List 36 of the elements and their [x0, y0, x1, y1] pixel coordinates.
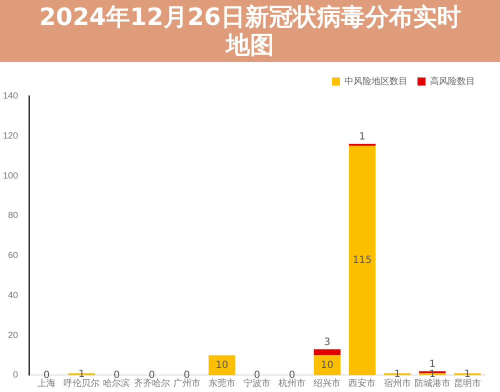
x-tick-label: 哈尔滨 — [103, 378, 130, 388]
x-tick-label: 宁波市 — [244, 378, 271, 388]
data-label: 10 — [216, 360, 228, 371]
bar — [314, 349, 340, 356]
y-tick-label: 120 — [2, 130, 18, 140]
chart-title: 2024年12月26日新冠状病毒分布实时地图 — [0, 0, 500, 62]
y-tick-label: 140 — [2, 90, 18, 100]
x-tick-label: 绍兴市 — [314, 378, 341, 388]
y-tick-label: 0 — [13, 370, 18, 380]
x-tick-label: 宿州市 — [384, 378, 411, 388]
x-tick-label: 东莞市 — [208, 378, 236, 388]
y-tick-label: 100 — [2, 170, 18, 180]
data-label: 0 — [148, 370, 155, 381]
x-tick-label: 呼伦贝尔 — [64, 378, 100, 388]
y-tick-label: 20 — [8, 330, 18, 340]
x-tick-label: 昆明市 — [454, 378, 481, 388]
bar — [208, 355, 236, 376]
data-label: 115 — [352, 255, 372, 266]
data-label: 1 — [429, 368, 436, 380]
data-label: 0 — [43, 370, 50, 381]
x-tick-label: 西安市 — [348, 378, 376, 388]
x-tick-label: 齐齐哈尔 — [134, 378, 170, 388]
x-tick-label: 广州市 — [173, 378, 200, 388]
bar — [348, 146, 376, 376]
data-label: 3 — [324, 336, 330, 348]
y-tick-label: 80 — [8, 210, 18, 220]
data-label: 10 — [320, 360, 334, 371]
data-label: 1 — [359, 131, 366, 142]
x-tick-label: 杭州市 — [278, 378, 306, 388]
legend-label: 中风险地区数目 — [344, 76, 408, 86]
y-tick-label: 40 — [8, 290, 18, 300]
x-tick-label: 防城港市 — [414, 378, 450, 388]
y-tick-label: 60 — [8, 250, 18, 260]
x-tick-label: 上海 — [38, 378, 56, 388]
data-label: 1 — [429, 358, 436, 370]
legend-label: 高风险数目 — [430, 76, 475, 86]
